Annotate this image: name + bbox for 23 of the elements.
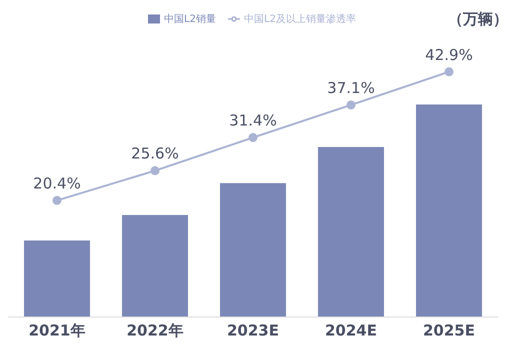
x-tick-label: 2021年 [28, 322, 86, 340]
legend-label: 中国L2及以上销量渗透率 [244, 14, 356, 25]
data-label: 25.6% [131, 144, 179, 163]
data-label: 37.1% [327, 78, 375, 97]
data-label: 42.9% [425, 46, 473, 64]
point [346, 100, 356, 110]
point [150, 166, 160, 176]
text: （万辆） [448, 10, 508, 29]
legend-label: 中国L2销量 [164, 14, 216, 25]
x-tick-label: 2023E [227, 322, 279, 340]
data-label: 31.4% [229, 112, 277, 130]
x-tick-label: 2022年 [126, 322, 184, 340]
bar [24, 240, 90, 317]
bar [220, 183, 286, 317]
bar [318, 147, 384, 317]
point [248, 133, 258, 142]
point [444, 67, 454, 76]
x-tick-label: 2024E [325, 322, 377, 340]
bar [122, 215, 188, 317]
point [52, 196, 62, 205]
x-tick-label: 2025E [423, 322, 475, 340]
data-label: 20.4% [33, 174, 81, 192]
bar [416, 104, 482, 317]
